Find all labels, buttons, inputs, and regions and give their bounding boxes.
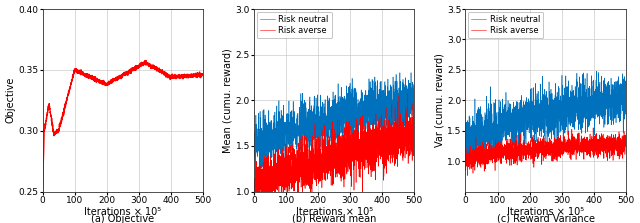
X-axis label: Iterations × 10⁵: Iterations × 10⁵: [84, 207, 161, 217]
Risk neutral: [536, 106, 543, 109]
Risk averse: [622, 136, 630, 139]
X-axis label: Iterations × 10⁵: Iterations × 10⁵: [296, 207, 372, 217]
Legend: Risk neutral, Risk averse: Risk neutral, Risk averse: [468, 12, 543, 38]
Line: Risk neutral: Risk neutral: [465, 71, 626, 176]
Risk neutral: [622, 101, 630, 104]
Risk averse: [250, 179, 258, 182]
Risk averse: [536, 141, 543, 144]
Risk neutral: [461, 157, 469, 160]
Risk neutral: [263, 176, 271, 179]
Risk neutral: [376, 107, 384, 110]
Text: (a) Objective: (a) Objective: [92, 214, 154, 223]
Risk neutral: [540, 122, 547, 125]
Risk averse: [461, 163, 469, 166]
Risk neutral: [470, 138, 477, 141]
Line: Risk averse: Risk averse: [465, 128, 626, 173]
Text: (b) Reward mean: (b) Reward mean: [292, 214, 376, 223]
Risk neutral: [618, 91, 625, 94]
Risk neutral: [407, 71, 415, 74]
Risk averse: [469, 172, 477, 175]
Risk neutral: [406, 82, 413, 85]
Risk neutral: [593, 70, 600, 72]
Line: Risk averse: Risk averse: [254, 93, 415, 223]
Risk neutral: [588, 106, 596, 109]
Risk neutral: [406, 95, 413, 98]
Risk averse: [411, 147, 419, 150]
Risk averse: [470, 165, 477, 168]
Risk neutral: [324, 126, 332, 128]
Risk averse: [618, 147, 625, 150]
Y-axis label: Objective: Objective: [6, 77, 15, 124]
Risk averse: [328, 140, 336, 142]
Risk averse: [406, 144, 413, 147]
Line: Risk neutral: Risk neutral: [254, 73, 415, 178]
Risk neutral: [250, 146, 258, 149]
Risk neutral: [618, 97, 625, 100]
X-axis label: Iterations × 10⁵: Iterations × 10⁵: [507, 207, 584, 217]
Risk neutral: [259, 152, 266, 155]
Risk averse: [324, 149, 332, 151]
Risk averse: [404, 92, 412, 95]
Y-axis label: Mean (cumu. reward): Mean (cumu. reward): [223, 48, 233, 153]
Risk averse: [540, 154, 547, 156]
Risk averse: [588, 147, 596, 150]
Risk averse: [376, 138, 384, 141]
Y-axis label: Var (cumu. reward): Var (cumu. reward): [434, 53, 444, 147]
Risk averse: [259, 187, 266, 190]
Text: (c) Reward Variance: (c) Reward Variance: [497, 214, 595, 223]
Risk neutral: [463, 174, 471, 177]
Risk averse: [618, 153, 625, 156]
Risk neutral: [411, 77, 419, 80]
Risk averse: [589, 126, 597, 129]
Legend: Risk neutral, Risk averse: Risk neutral, Risk averse: [257, 12, 332, 38]
Risk averse: [406, 118, 413, 121]
Risk neutral: [328, 111, 336, 114]
